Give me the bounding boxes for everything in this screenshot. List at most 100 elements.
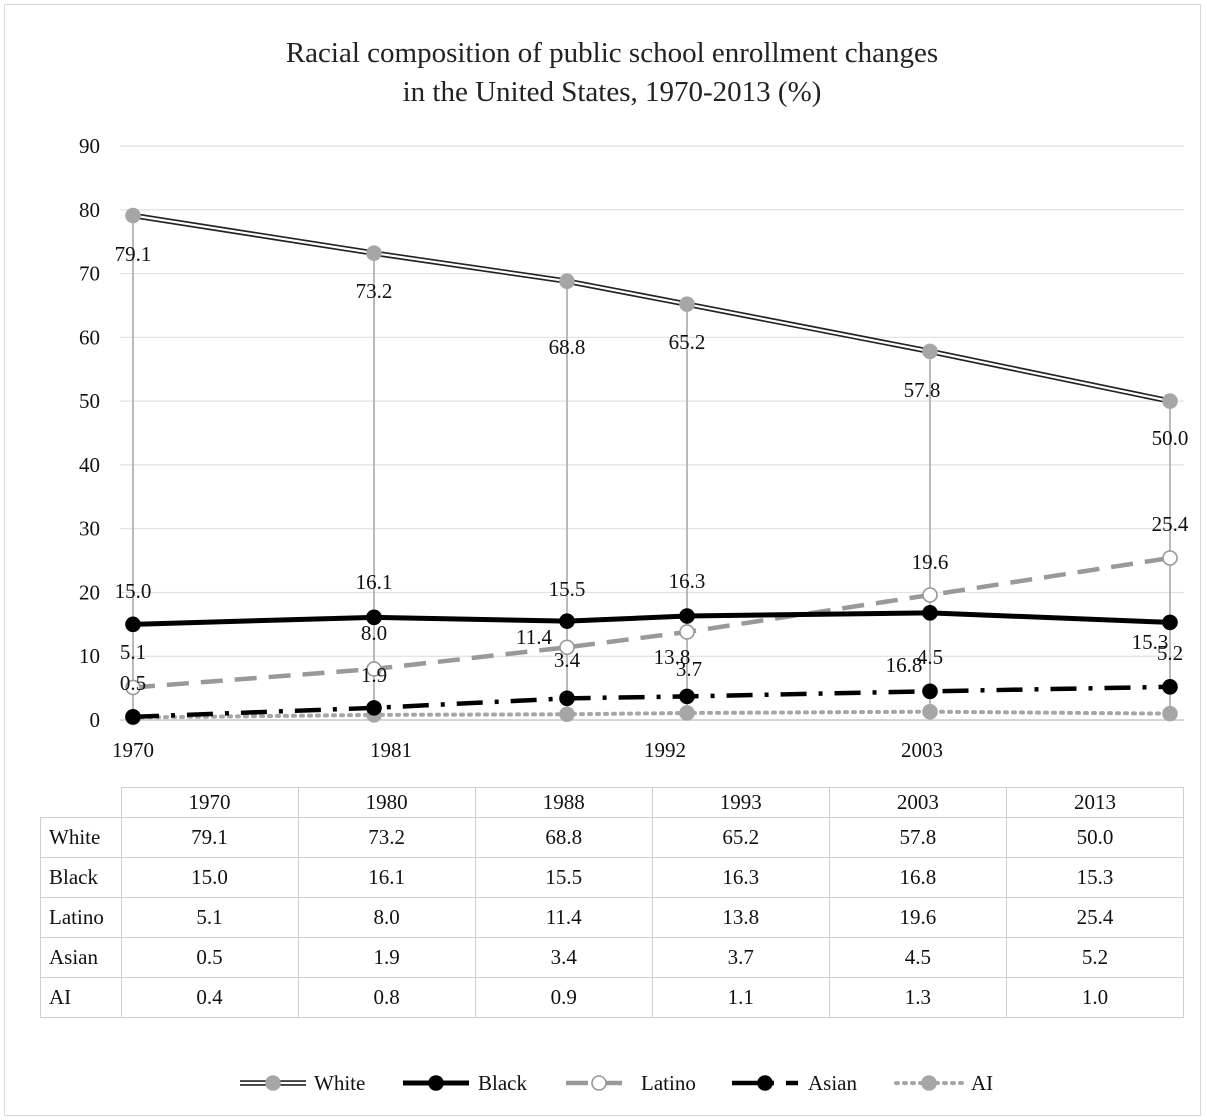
table-row-label: Asian — [40, 937, 122, 978]
legend-label: White — [314, 1071, 365, 1095]
table-cell: 0.4 — [120, 977, 299, 1018]
series-white-point — [679, 296, 695, 312]
y-tick-label: 60 — [79, 325, 100, 349]
table-row: AI 0.4 0.8 0.9 1.1 1.3 1.0 — [40, 977, 1185, 1018]
y-tick-label: 50 — [79, 389, 100, 413]
table-cell: 25.4 — [1005, 897, 1185, 938]
y-tick-label: 20 — [79, 580, 100, 604]
x-tick-label: 1981 — [370, 738, 412, 762]
x-tick-label: 2003 — [901, 738, 943, 762]
data-label-latino: 5.1 — [120, 640, 146, 664]
table-cell: 19.6 — [828, 897, 1007, 938]
data-label-black: 16.8 — [886, 653, 923, 677]
data-label-latino: 19.6 — [912, 550, 949, 574]
table-cell: 1.0 — [1005, 977, 1185, 1018]
series-latino-point — [559, 639, 575, 656]
table-cell: 0.8 — [297, 977, 476, 1018]
series-asian-point — [679, 688, 695, 705]
table-header-row: 1970 1980 1988 1993 2003 2013 — [40, 787, 1185, 818]
y-axis-ticks: 0 10 20 30 40 50 60 70 80 90 — [79, 134, 100, 732]
series-latino-point — [125, 679, 141, 696]
data-label-latino: 25.4 — [1152, 512, 1189, 536]
data-labels: 79.1 73.2 68.8 65.2 57.8 50.0 15.0 16.1 15.5 16.3… — [115, 242, 1189, 695]
data-label-latino: 8.0 — [361, 621, 387, 645]
legend-label: Asian — [808, 1071, 857, 1095]
series-ai-point — [1162, 705, 1178, 722]
series-asian-point — [922, 683, 938, 700]
drop-lines — [132, 215, 1171, 720]
series-latino-point — [679, 624, 695, 640]
table-cell: 15.3 — [1005, 857, 1185, 898]
data-label-asian: 3.4 — [554, 648, 581, 672]
table-cell: 16.3 — [651, 857, 830, 898]
table-corner-cell — [40, 787, 122, 818]
x-axis-ticks: 1970 1981 1992 2003 — [112, 738, 943, 762]
series-lines — [125, 207, 1178, 726]
data-label-white: 73.2 — [356, 279, 393, 303]
series-white-point — [1162, 393, 1178, 409]
table-header-cell: 1980 — [297, 787, 476, 818]
table-cell: 73.2 — [297, 817, 476, 858]
legend-label: Black — [478, 1071, 527, 1095]
data-label-latino: 13.8 — [654, 645, 691, 669]
table-header-cell: 1988 — [474, 787, 653, 818]
y-tick-label: 30 — [79, 517, 100, 541]
table-cell: 0.5 — [120, 937, 299, 978]
series-white-point — [922, 343, 938, 360]
table-cell: 0.9 — [474, 977, 653, 1018]
legend-item-ai: AI — [894, 1071, 993, 1095]
series-black-point — [125, 616, 141, 633]
chart-title-line-2: in the United States, 1970-2013 (%) — [403, 76, 822, 108]
legend-marker — [265, 1075, 281, 1091]
table-row-label: Black — [40, 857, 122, 898]
table-header-cell: 2013 — [1005, 787, 1185, 818]
data-table: 1970 1980 1988 1993 2003 2013 White 79.1 73.2 68.… — [40, 787, 1185, 1018]
y-tick-label: 0 — [90, 708, 101, 732]
table-row-label: AI — [40, 977, 122, 1018]
table-cell: 1.3 — [828, 977, 1007, 1018]
table-header-cell: 1993 — [651, 787, 830, 818]
table-header-cell: 2003 — [828, 787, 1007, 818]
series-black-point — [679, 608, 695, 624]
table-row-label: White — [40, 817, 122, 858]
table-cell: 3.4 — [474, 937, 653, 978]
data-label-black: 16.3 — [669, 569, 706, 593]
table-row-label: Latino — [40, 897, 122, 938]
table-cell: 15.0 — [120, 857, 299, 898]
table-cell: 5.1 — [120, 897, 299, 938]
series-white-point — [559, 273, 575, 290]
legend-label: Latino — [641, 1071, 696, 1095]
table-cell: 11.4 — [474, 897, 653, 938]
table-header-cell: 1970 — [120, 787, 299, 818]
legend-item-white: White — [240, 1071, 365, 1095]
series-ai-point — [922, 703, 938, 720]
series-asian-point — [125, 709, 141, 725]
series-asian-line — [125, 679, 1178, 725]
series-black-line — [125, 605, 1178, 633]
table-cell: 8.0 — [297, 897, 476, 938]
y-tick-label: 70 — [79, 262, 100, 286]
legend-item-black: Black — [403, 1071, 527, 1095]
table-cell: 65.2 — [651, 817, 830, 858]
series-black-point — [922, 605, 938, 621]
series-ai-line — [125, 703, 1178, 726]
series-latino-line — [125, 550, 1178, 696]
series-black-point — [366, 609, 382, 626]
x-tick-label: 1970 — [112, 738, 154, 762]
data-label-asian: 3.7 — [676, 657, 702, 681]
legend: White Black Latino Asian AI — [240, 1071, 993, 1095]
data-label-black: 15.0 — [115, 579, 152, 603]
y-tick-label: 40 — [79, 453, 100, 477]
table-cell: 57.8 — [828, 817, 1007, 858]
table-row: White 79.1 73.2 68.8 65.2 57.8 50.0 — [40, 817, 1185, 858]
series-ai-point — [559, 706, 575, 723]
data-label-asian: 0.5 — [120, 671, 146, 695]
table-cell: 13.8 — [651, 897, 830, 938]
table-cell: 1.9 — [297, 937, 476, 978]
series-ai-point — [679, 705, 695, 721]
data-label-latino: 11.4 — [516, 625, 552, 649]
y-tick-label: 90 — [79, 134, 100, 158]
legend-marker — [591, 1075, 607, 1091]
table-cell: 79.1 — [120, 817, 299, 858]
